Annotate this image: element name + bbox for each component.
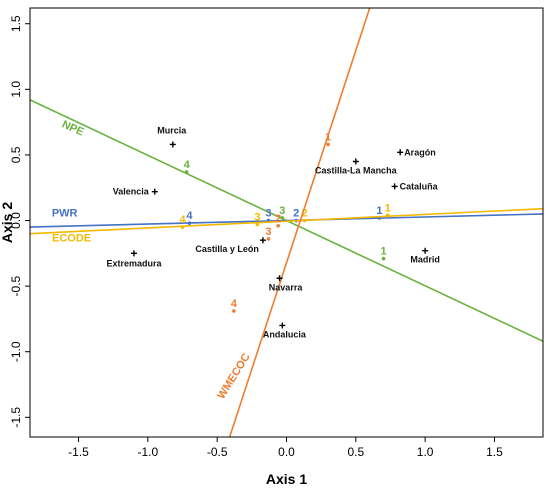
biplot-tick-npe <box>280 216 285 220</box>
x-axis-title: Axis 1 <box>266 471 307 487</box>
point-marker-extremadura <box>130 250 137 257</box>
biplot-tick-npe <box>381 256 386 261</box>
point-label-extremadura: Extremadura <box>106 258 162 268</box>
x-tick-label: 0.5 <box>347 445 364 459</box>
y-tick-label: -1.0 <box>9 341 23 362</box>
point-label-valencia: Valencia <box>113 187 150 197</box>
point-marker-castilla-la-mancha <box>352 158 359 165</box>
x-tick-label: -1.5 <box>68 445 89 459</box>
point-label-navarra: Navarra <box>269 282 304 292</box>
biplot-axis-label-pwr: PWR <box>52 208 78 220</box>
point-label-arag-n: Aragón <box>404 147 436 157</box>
biplot-tick-wmecoc <box>266 237 271 241</box>
y-tick-label: 1.0 <box>9 81 23 98</box>
y-axis-title: Axis 2 <box>0 202 15 243</box>
y-tick-label: 1.5 <box>9 15 23 32</box>
biplot-tick-label-pwr: 1 <box>376 205 382 217</box>
point-label-castilla-la-mancha: Castilla-La Mancha <box>315 165 398 175</box>
x-tick-label: 0.0 <box>278 445 295 459</box>
x-tick-label: 1.0 <box>417 445 434 459</box>
biplot-tick-wmecoc <box>232 309 236 313</box>
point-label-andalucia: Andalucia <box>263 329 307 339</box>
biplot-tick-label-wmecoc: 3 <box>265 226 271 238</box>
biplot-tick-label-wmecoc: 4 <box>231 298 238 310</box>
biplot-tick-label-pwr: 2 <box>293 208 299 220</box>
point-marker-arag-n <box>397 149 404 156</box>
biplot-tick-ecode <box>385 213 390 218</box>
biplot-tick-wmecoc <box>326 142 330 147</box>
point-marker-murcia <box>169 141 176 148</box>
y-tick-label: -1.5 <box>9 407 23 428</box>
y-tick-label: 0.0 <box>9 212 23 229</box>
plot-frame <box>29 7 544 438</box>
point-marker-navarra <box>276 275 283 282</box>
biplot-tick-ecode <box>302 218 307 223</box>
point-marker-castilla-y-le-n <box>259 237 266 244</box>
ticks-layer: -1.5 -1.0 -0.5 0.0 0.5 1.0 1.5 -1.5 -1.0 -0.5 0.0 0… <box>9 15 503 459</box>
x-tick-label: -0.5 <box>207 445 228 459</box>
biplot-axis-ecode <box>30 207 543 235</box>
biplot-axis-label-npe: NPE <box>60 118 86 138</box>
point-label-madrid: Madrid <box>410 255 440 265</box>
biplot-tick-ecode <box>255 222 260 227</box>
biplot-tick-label-pwr: 3 <box>265 208 271 220</box>
biplot-tick-label-ecode: 2 <box>301 208 307 220</box>
y-tick-label: -0.5 <box>9 275 23 296</box>
point-marker-andalucia <box>279 322 286 329</box>
point-marker-madrid <box>422 247 429 254</box>
biplot-tick-pwr <box>187 221 192 225</box>
point-marker-valencia <box>151 188 158 195</box>
biplot-tick-label-npe: 4 <box>184 159 191 171</box>
biplot-axis-label-ecode: ECODE <box>52 233 91 245</box>
biplot-tick-label-ecode: 3 <box>254 211 260 223</box>
biplot-tick-label-npe: 1 <box>380 246 386 258</box>
biplot-tick-label-wmecoc: 1 <box>325 131 331 143</box>
point-label-castilla-y-le-n: Castilla y León <box>195 244 259 254</box>
x-tick-label: -1.0 <box>138 445 159 459</box>
y-tick-label: 0.5 <box>9 146 23 163</box>
x-tick-label: 1.5 <box>486 445 503 459</box>
biplot-axis-wmecoc <box>228 8 371 437</box>
point-label-murcia: Murcia <box>157 125 187 135</box>
biplot-axis-label-wmecoc: WMECOC <box>215 351 252 401</box>
biplot-tick-label-wmecoc: 2 <box>275 213 281 225</box>
point-label-catalu-a: Cataluña <box>400 181 439 191</box>
biplot-tick-npe <box>184 170 189 174</box>
biplot-tick-label-npe: 3 <box>279 205 285 217</box>
point-marker-catalu-a <box>391 183 398 190</box>
biplot-tick-label-ecode: 1 <box>385 202 391 214</box>
biplot-tick-ecode <box>180 225 185 229</box>
biplot-tick-wmecoc <box>276 223 280 228</box>
biplot-tick-label-pwr: 4 <box>186 210 193 222</box>
biplot-tick-label-ecode: 4 <box>179 214 186 226</box>
